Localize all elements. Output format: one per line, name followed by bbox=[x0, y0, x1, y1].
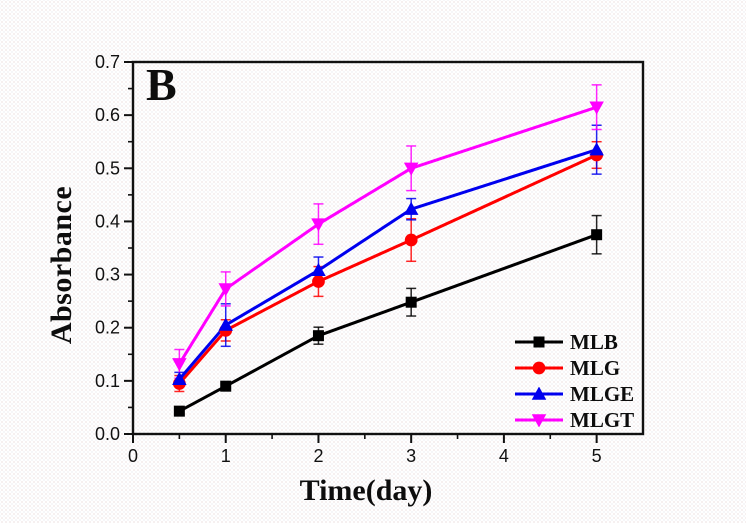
legend-item-mlg: MLG bbox=[514, 355, 634, 381]
svg-text:0: 0 bbox=[128, 446, 138, 466]
legend-label-mlb: MLB bbox=[570, 329, 618, 354]
mlge-line-marker-icon bbox=[515, 387, 563, 400]
panel-label: B bbox=[146, 59, 177, 110]
svg-text:5: 5 bbox=[592, 446, 602, 466]
y-axis-title: Absorbance bbox=[45, 185, 78, 345]
svg-text:0.4: 0.4 bbox=[95, 211, 120, 231]
svg-text:0.2: 0.2 bbox=[95, 318, 120, 338]
legend-item-mlb: MLB bbox=[514, 329, 634, 355]
svg-text:0.0: 0.0 bbox=[95, 424, 120, 444]
legend-item-mlge: MLGE bbox=[514, 381, 634, 407]
svg-text:3: 3 bbox=[406, 446, 416, 466]
mlgt-line-marker-icon bbox=[515, 414, 563, 427]
svg-text:4: 4 bbox=[499, 446, 509, 466]
legend-label-mlge: MLGE bbox=[570, 381, 635, 406]
mlg-line-marker-icon bbox=[515, 361, 563, 375]
svg-text:0.1: 0.1 bbox=[95, 371, 120, 391]
mlb-line-marker-icon bbox=[515, 336, 563, 348]
svg-text:0.6: 0.6 bbox=[95, 105, 120, 125]
svg-text:0.5: 0.5 bbox=[95, 158, 120, 178]
legend-label-mlgt: MLGT bbox=[570, 407, 635, 432]
legend-item-mlgt: MLGT bbox=[514, 407, 634, 433]
legend: MLB MLG MLGE MLGT bbox=[514, 329, 634, 433]
x-axis-title: Time(day) bbox=[299, 474, 433, 507]
svg-text:2: 2 bbox=[313, 446, 323, 466]
legend-label-mlg: MLG bbox=[570, 355, 621, 380]
svg-text:0.3: 0.3 bbox=[95, 265, 120, 285]
svg-text:1: 1 bbox=[221, 446, 231, 466]
svg-text:0.7: 0.7 bbox=[95, 52, 120, 72]
